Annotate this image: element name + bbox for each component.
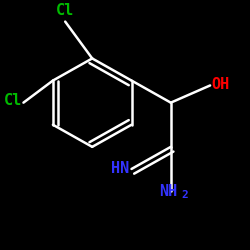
Text: 2: 2 [181,190,188,200]
Text: HN: HN [111,162,129,176]
Text: OH: OH [211,77,230,92]
Text: Cl: Cl [4,93,22,108]
Text: NH: NH [159,184,178,198]
Text: Cl: Cl [56,3,74,18]
